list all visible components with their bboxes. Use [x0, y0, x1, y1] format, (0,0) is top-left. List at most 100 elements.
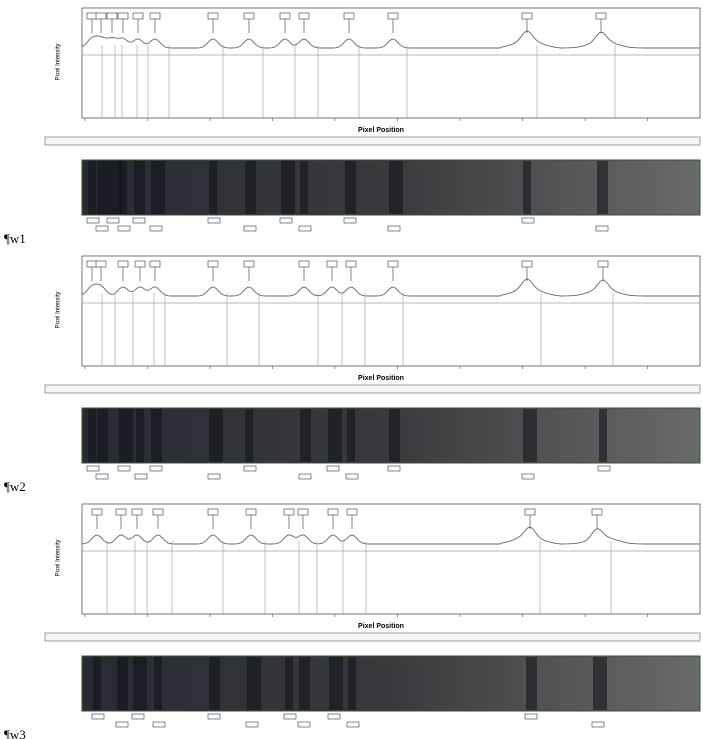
- plot-frame: [81, 503, 701, 615]
- peak-tag: [207, 508, 219, 516]
- peak-tag: [117, 260, 129, 268]
- gel-band: [209, 657, 220, 710]
- band-tag: [91, 713, 105, 720]
- y-axis-label: Pixel Intensity: [56, 539, 62, 576]
- gel-band: [345, 161, 356, 214]
- lane-label: ¶w1: [4, 231, 26, 246]
- gel-band: [97, 409, 108, 462]
- peak-tag: [117, 12, 129, 20]
- intensity-profile: [81, 278, 700, 297]
- peak-tag: [343, 12, 355, 20]
- band-tag: [297, 721, 311, 728]
- gel-band: [300, 409, 311, 462]
- band-tag: [95, 225, 109, 232]
- plot-frame: [81, 255, 701, 367]
- band-tag: [343, 217, 357, 224]
- peak-tag: [591, 508, 603, 516]
- peak-tag: [106, 12, 118, 20]
- peak-tag: [149, 260, 161, 268]
- gel-band: [209, 161, 217, 214]
- peak-tag: [245, 508, 257, 516]
- gel-band: [245, 409, 253, 462]
- lane-panel: Pixel Position Pixel Intensity ¶w1: [4, 7, 701, 246]
- lane-panel: Pixel Position Pixel Intensity ¶w2: [4, 255, 701, 494]
- band-tag: [134, 473, 148, 480]
- band-tag: [524, 713, 538, 720]
- band-tag: [131, 713, 145, 720]
- gel-band: [136, 409, 144, 462]
- peak-tag: [298, 12, 310, 20]
- gel-band: [593, 657, 607, 710]
- x-axis-label: Pixel Position: [358, 623, 404, 630]
- band-tag: [95, 473, 109, 480]
- band-tag: [387, 465, 401, 472]
- gel-band: [389, 409, 400, 462]
- band-tag: [207, 217, 221, 224]
- peak-tag: [595, 12, 607, 20]
- band-tag: [149, 465, 163, 472]
- gel-band: [599, 409, 607, 462]
- gel-band: [209, 409, 223, 462]
- peak-tag: [387, 12, 399, 20]
- band-tag: [387, 225, 401, 232]
- scroll-bar: [44, 136, 701, 146]
- band-tag: [521, 473, 535, 480]
- band-tag: [591, 721, 605, 728]
- scroll-bar: [44, 384, 701, 394]
- gel-band: [108, 161, 122, 214]
- gel-band: [597, 161, 608, 214]
- gel-band: [97, 161, 108, 214]
- gel-band: [281, 161, 295, 214]
- lane-label: ¶w2: [4, 479, 26, 494]
- gel-band: [389, 161, 403, 214]
- band-tag: [279, 217, 293, 224]
- gel-band: [93, 657, 101, 710]
- lane-label: ¶w3: [4, 727, 26, 739]
- band-tag: [326, 465, 340, 472]
- peak-tag: [207, 12, 219, 20]
- peak-tag: [597, 260, 609, 268]
- band-tag: [298, 225, 312, 232]
- gel-band: [119, 409, 133, 462]
- scroll-bar: [44, 632, 701, 642]
- gel-band: [151, 161, 165, 214]
- peak-tag: [149, 12, 161, 20]
- peak-tag: [132, 12, 144, 20]
- gel-band: [348, 657, 356, 710]
- band-tag: [245, 721, 259, 728]
- band-tag: [149, 225, 163, 232]
- band-tag: [117, 465, 131, 472]
- intensity-profile: [81, 526, 700, 545]
- x-axis-label: Pixel Position: [358, 375, 404, 382]
- gel-band: [526, 657, 537, 710]
- peak-tag: [243, 260, 255, 268]
- peak-tag: [346, 508, 358, 516]
- peak-tag: [134, 260, 146, 268]
- peak-tag: [521, 12, 533, 20]
- gel-band: [299, 657, 310, 710]
- gel-band: [119, 161, 127, 214]
- gel-band: [151, 409, 162, 462]
- gel-lane: [81, 655, 701, 712]
- gel-band: [117, 657, 128, 710]
- peak-tag: [345, 260, 357, 268]
- gel-band: [134, 161, 145, 214]
- peak-tag: [524, 508, 536, 516]
- peak-tag: [86, 12, 98, 20]
- gel-band: [285, 657, 293, 710]
- band-tag: [595, 225, 609, 232]
- band-tag: [106, 217, 120, 224]
- gel-band: [329, 657, 343, 710]
- band-tag: [243, 225, 257, 232]
- band-tag: [86, 465, 100, 472]
- band-tag: [117, 225, 131, 232]
- peak-tag: [521, 260, 533, 268]
- intensity-profile: [81, 30, 700, 49]
- band-tag: [298, 473, 312, 480]
- y-axis-label: Pixel Intensity: [56, 291, 62, 328]
- peak-tag: [91, 508, 103, 516]
- band-tag: [597, 465, 611, 472]
- peak-tag: [387, 260, 399, 268]
- peak-tag: [243, 12, 255, 20]
